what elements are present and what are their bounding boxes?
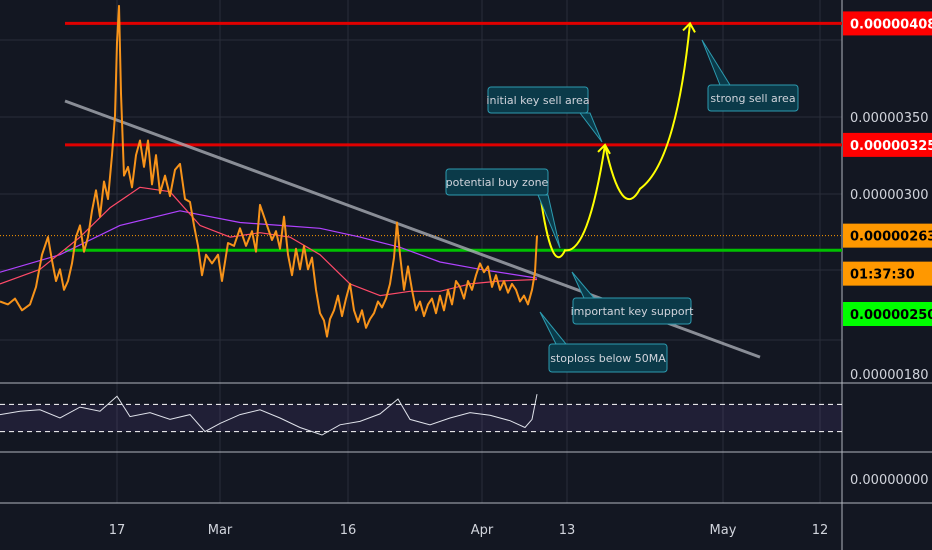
badge-countdown: 01:37:30 [843, 261, 932, 286]
y-tick-label: 0.00000180 [850, 368, 929, 383]
callout-text: strong sell area [710, 92, 795, 105]
callout-0[interactable]: potential buy zone [445, 168, 561, 249]
badge-strong-sell-text: 0.00000408 [850, 17, 932, 32]
price-series-group [0, 4, 538, 338]
projection-group [539, 21, 696, 258]
y-tick-label: 0.00000350 [850, 111, 929, 126]
series-line-0 [0, 4, 538, 338]
rsi-line [0, 394, 538, 436]
callout-text: potential buy zone [446, 176, 549, 189]
callout-4[interactable]: stoploss below 50MA [539, 311, 668, 373]
x-tick-label: Apr [471, 523, 494, 538]
callout-1[interactable]: initial key sell area [486, 86, 603, 143]
badge-countdown-bg [843, 261, 932, 286]
x-tick-label: 16 [340, 523, 357, 538]
callout-text: stoploss below 50MA [550, 352, 666, 365]
callout-3[interactable]: important key support [571, 271, 695, 325]
rsi-pane [0, 394, 842, 436]
badge-countdown-text: 01:37:30 [850, 268, 915, 283]
callout-box [487, 86, 589, 114]
series-line-2 [0, 210, 538, 279]
callouts-group: potential buy zone initial key sell area s… [445, 39, 799, 373]
x-tick-label: May [710, 523, 737, 538]
badge-initial-sell: 0.00000325 [843, 132, 932, 157]
x-tick-label: 12 [812, 523, 829, 538]
y-tick-label: 0.00000300 [850, 188, 929, 203]
callout-box [707, 84, 799, 112]
badge-last-price-text: 0.00000263 [850, 230, 932, 245]
time-axis[interactable]: 17 Mar 16 Apr 13 May 12 [109, 523, 829, 538]
badge-support-bg [843, 302, 932, 326]
callout-text: initial key sell area [486, 94, 589, 107]
badge-last-price: 0.00000263 [843, 223, 932, 248]
badge-initial-sell-bg [843, 132, 932, 157]
horizontal-levels [0, 21, 842, 252]
badge-support: 0.00000250 [843, 302, 932, 326]
projection-arrowhead-1 [682, 21, 696, 33]
callout-box [445, 168, 549, 196]
badge-last-price-bg [843, 223, 932, 248]
callout-text: important key support [571, 305, 695, 318]
badge-support-text: 0.00000250 [850, 308, 932, 323]
badge-strong-sell-bg [843, 11, 932, 36]
rsi-band-fill [0, 404, 842, 432]
x-tick-label: 13 [559, 523, 576, 538]
price-axis[interactable]: 0.00000350 0.00000300 0.00000180 0.00000000… [843, 11, 932, 488]
callout-2[interactable]: strong sell area [701, 39, 799, 112]
projection-arrowhead-0 [597, 143, 611, 155]
x-tick-label: 17 [109, 523, 126, 538]
rsi-axis-label: 0.00000000 [850, 473, 929, 488]
callout-box [572, 297, 692, 325]
badge-initial-sell-text: 0.00000325 [850, 139, 932, 154]
x-tick-label: Mar [208, 523, 233, 538]
badge-strong-sell: 0.00000408 [843, 11, 932, 36]
callout-box [548, 343, 668, 373]
